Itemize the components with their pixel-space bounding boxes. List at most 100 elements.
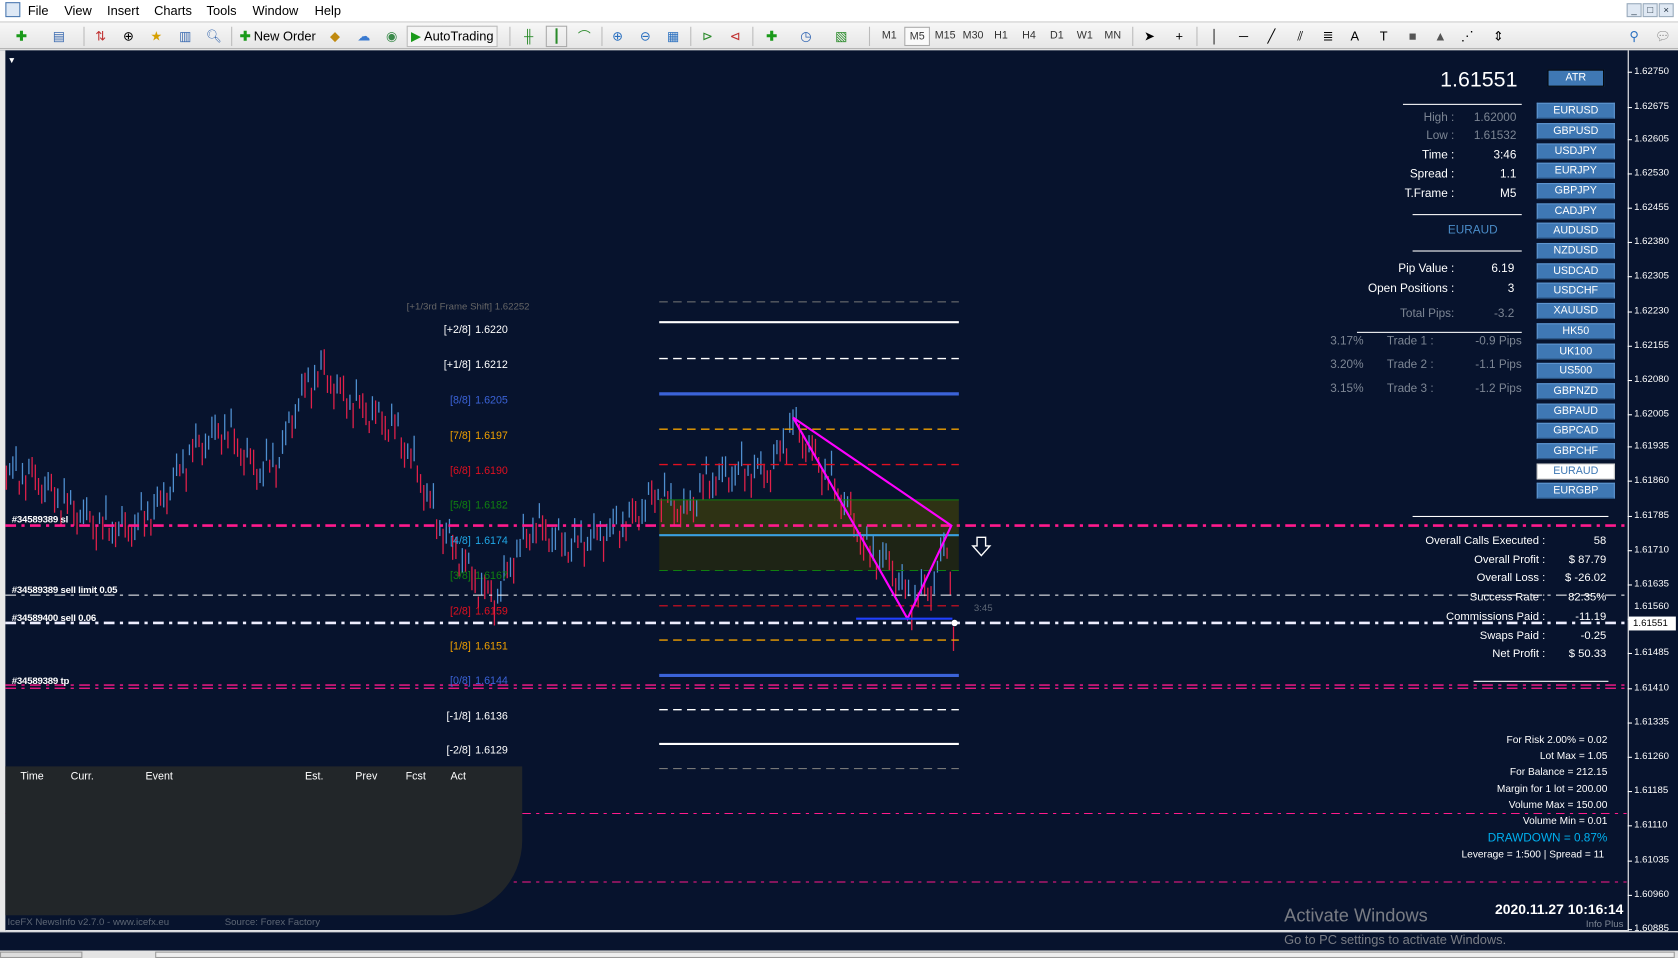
periods-icon[interactable]: ◷ (800, 28, 812, 44)
market-icon[interactable]: ◉ (386, 28, 398, 44)
cursor-icon[interactable]: ➤ (1143, 28, 1155, 44)
signals-icon[interactable]: ☁ (357, 28, 371, 44)
trade-percent: 3.17% (1330, 335, 1364, 348)
trade-label[interactable]: #34589389 sl (11, 513, 69, 525)
timeframe-d1[interactable]: D1 (1050, 29, 1064, 42)
autotrading-button[interactable]: ▶ AutoTrading (406, 25, 498, 48)
market-watch-icon[interactable]: ⇅ (95, 28, 106, 44)
crosshair-icon[interactable]: + (1175, 28, 1184, 44)
menu-window[interactable]: Window (252, 3, 299, 19)
trade-label[interactable]: #34589389 sell limit 0.05 (11, 584, 118, 596)
candlestick-chart-icon[interactable]: ┃ (545, 25, 568, 48)
auto-scroll-icon[interactable]: ⊳ (701, 28, 713, 44)
timeframe-h1[interactable]: H1 (994, 29, 1008, 42)
menu-view[interactable]: View (64, 3, 92, 19)
fibonacci-fan-icon[interactable]: ⋰ (1460, 28, 1474, 44)
tab-scrollbar[interactable] (155, 951, 1675, 958)
price-axis-label: 1.61785 (1634, 509, 1669, 520)
symbol-button-uk100[interactable]: UK100 (1536, 343, 1615, 360)
chart-menu-triangle-icon[interactable]: ▼ (7, 55, 16, 66)
timeframe-mn[interactable]: MN (1104, 29, 1122, 42)
harmonic-pattern (792, 416, 953, 622)
rectangle-icon[interactable]: ■ (1408, 28, 1417, 44)
strategy-tester-icon[interactable]: 🔍︎ (205, 28, 223, 44)
metaeditor-icon[interactable]: ◆ (330, 28, 340, 44)
price-tick (1627, 929, 1632, 931)
symbol-button-eurusd[interactable]: EURUSD (1536, 102, 1615, 119)
favorites-icon[interactable]: ★ (150, 28, 162, 44)
line-chart-icon[interactable]: ⌒ (577, 29, 591, 45)
menu-insert[interactable]: Insert (107, 3, 140, 19)
symbol-button-euraud[interactable]: EURAUD (1536, 463, 1615, 480)
bar-chart-icon[interactable]: ╫ (524, 28, 534, 44)
symbol-button-nzdusd[interactable]: NZDUSD (1536, 242, 1615, 260)
timeframe-h4[interactable]: H4 (1022, 29, 1036, 42)
menu-help[interactable]: Help (314, 3, 342, 19)
indicators-icon[interactable]: ✚ (766, 28, 777, 44)
zoom-out-icon[interactable]: ⊖ (639, 28, 651, 44)
symbol-button-eurgbp[interactable]: EURGBP (1536, 482, 1615, 499)
timeframe-m30[interactable]: M30 (962, 29, 984, 42)
symbol-button-gbpusd[interactable]: GBPUSD (1536, 123, 1615, 140)
vertical-line-icon[interactable]: │ (1210, 28, 1219, 44)
crosshair-data-window-icon[interactable]: ⊕ (123, 28, 134, 44)
minimize-button[interactable]: _ (1626, 3, 1642, 18)
trade-label[interactable]: #34589389 tp (11, 675, 70, 687)
fibonacci-icon[interactable]: ≣ (1322, 28, 1334, 44)
trendline-icon[interactable]: ╱ (1267, 28, 1276, 44)
menu-tools[interactable]: Tools (206, 3, 237, 19)
price-axis-label: 1.62155 (1634, 339, 1669, 350)
trade-label: Trade 3 : (1386, 382, 1434, 395)
symbol-button-cadjpy[interactable]: CADJPY (1536, 203, 1615, 220)
templates-icon[interactable]: ▧ (835, 28, 848, 44)
text-icon[interactable]: A (1350, 28, 1360, 44)
navigator-icon[interactable]: ▥ (179, 28, 192, 44)
timeframe-m5[interactable]: M5 (904, 26, 931, 47)
price-tick (1627, 138, 1632, 140)
profiles-icon[interactable]: ▤ (52, 28, 65, 44)
timeframe-m1[interactable]: M1 (881, 29, 897, 42)
timeframe-w1[interactable]: W1 (1076, 29, 1093, 42)
equidistant-channel-icon[interactable]: ⫽ (1297, 28, 1304, 44)
price-tick (1627, 515, 1632, 517)
symbol-button-gbpnzd[interactable]: GBPNZD (1536, 383, 1615, 400)
symbol-button-audusd[interactable]: AUDUSD (1536, 222, 1615, 239)
horizontal-line-icon[interactable]: ─ (1238, 28, 1249, 44)
zoom-in-icon[interactable]: ⊕ (612, 28, 623, 44)
trade-label[interactable]: #34589400 sell 0.06 (11, 612, 97, 623)
symbol-button-us500[interactable]: US500 (1536, 362, 1615, 379)
close-button[interactable]: × (1658, 3, 1674, 18)
symbol-button-eurjpy[interactable]: EURJPY (1536, 162, 1615, 179)
triangle-icon[interactable]: ▲ (1434, 28, 1447, 44)
timeframe-m15[interactable]: M15 (934, 29, 956, 42)
symbol-button-gbpchf[interactable]: GBPCHF (1536, 443, 1615, 460)
arrows-icon[interactable]: ⇕ (1492, 28, 1504, 44)
trade-percent: 3.20% (1330, 358, 1364, 372)
current-price-label: 1.61551 (1628, 616, 1676, 631)
price-axis-label: 1.61260 (1634, 750, 1669, 762)
price-axis-label: 1.62675 (1634, 100, 1669, 111)
symbol-button-usdcad[interactable]: USDCAD (1536, 263, 1615, 280)
text-label-icon[interactable]: T (1379, 28, 1388, 44)
menu-charts[interactable]: Charts (154, 3, 192, 19)
search-icon[interactable]: ⚲ (1629, 28, 1639, 44)
new-chart-icon[interactable]: ✚ (16, 28, 27, 44)
chart-shift-icon[interactable]: ⊲ (729, 28, 741, 44)
symbol-button-gbpcad[interactable]: GBPCAD (1536, 422, 1615, 439)
restore-button[interactable]: □ (1642, 3, 1658, 18)
symbol-button-usdjpy[interactable]: USDJPY (1536, 143, 1615, 160)
chart-tab[interactable] (0, 951, 83, 958)
risk-line: For Risk 2.00% = 0.02 (1506, 734, 1608, 747)
symbol-button-usdchf[interactable]: USDCHF (1536, 282, 1615, 299)
summary-label: Net Profit : (1492, 647, 1546, 661)
murrey-tag: [7/8] (450, 430, 471, 443)
symbol-button-gbpaud[interactable]: GBPAUD (1536, 403, 1615, 420)
symbol-button-hk50[interactable]: HK50 (1536, 323, 1615, 340)
symbol-button-gbpjpy[interactable]: GBPJPY (1536, 183, 1615, 200)
atr-button[interactable]: ATR (1547, 69, 1605, 87)
chat-icon[interactable]: 💬︎ (1654, 28, 1672, 44)
symbol-button-xauusd[interactable]: XAUUSD (1536, 302, 1615, 319)
new-order-button[interactable]: ✚ New Order (239, 28, 316, 44)
tile-windows-icon[interactable]: ▦ (667, 28, 680, 44)
menu-file[interactable]: File (27, 3, 49, 19)
